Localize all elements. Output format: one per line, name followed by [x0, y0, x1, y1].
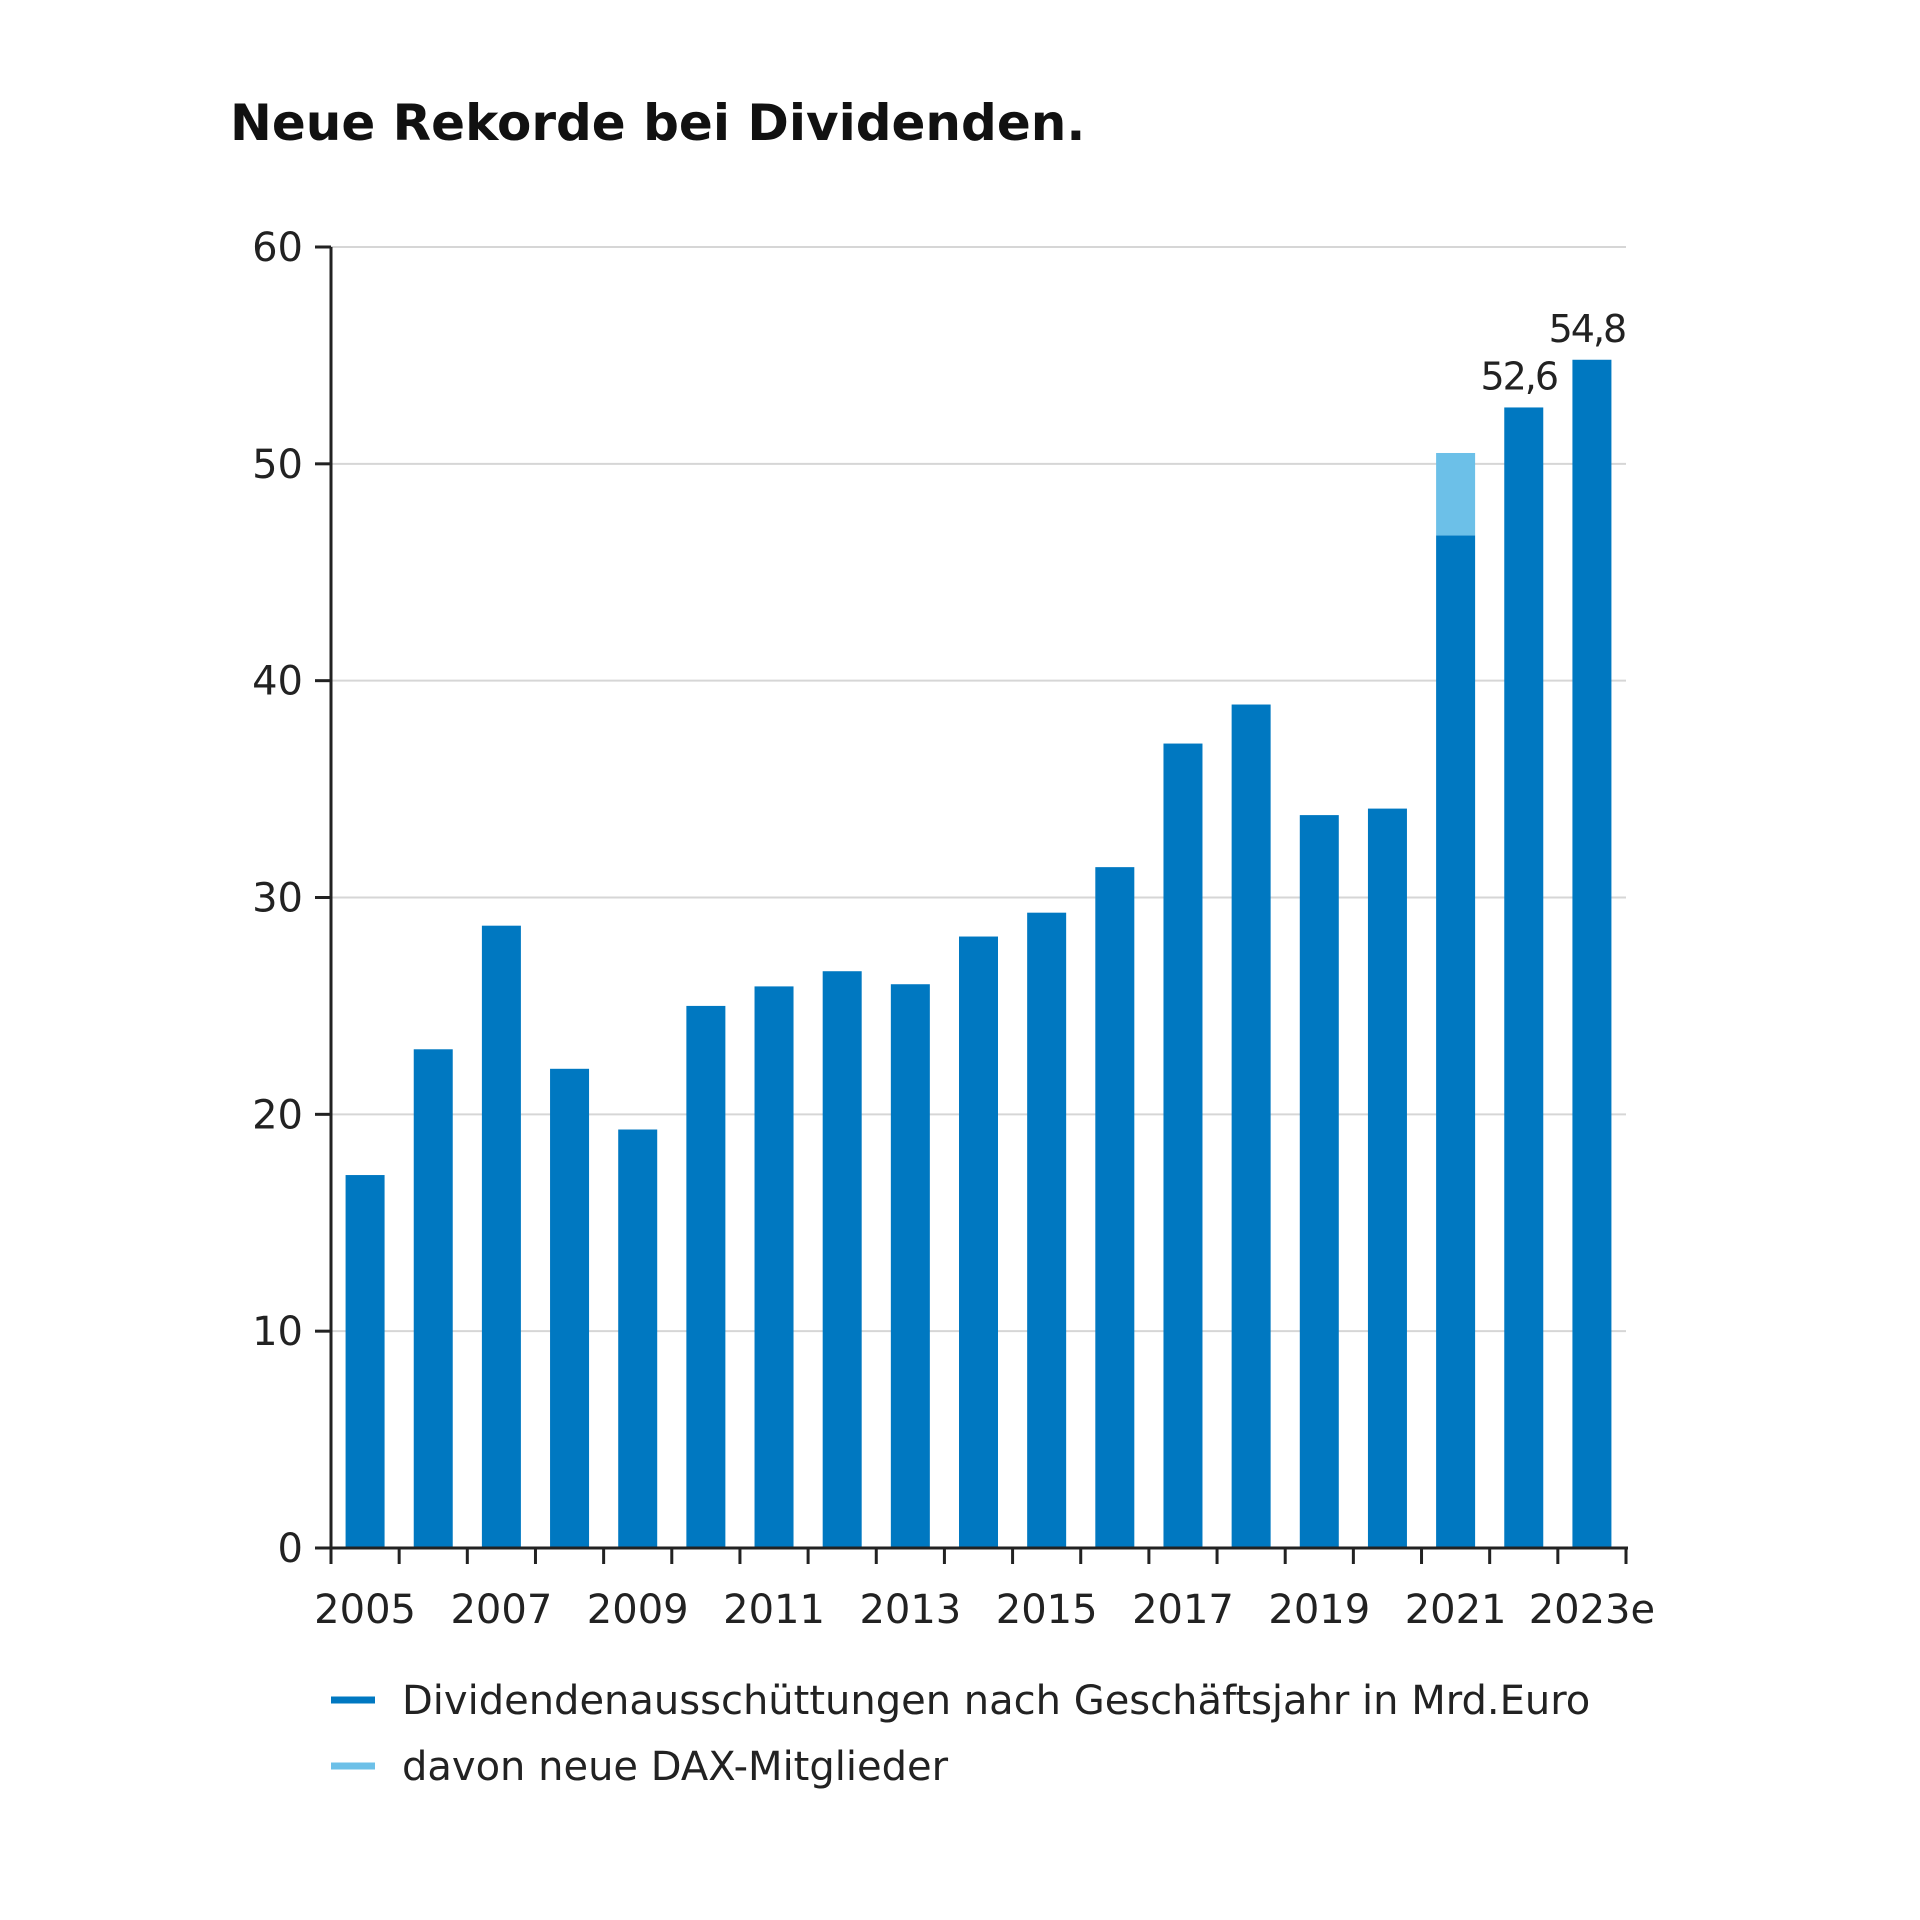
data-label-2022: 52,6 [1480, 354, 1557, 398]
chart-title: Neue Rekorde bei Dividenden. [230, 94, 1085, 152]
bar-2023e-series-0 [1572, 359, 1612, 1549]
bar-2014-series-0 [959, 936, 998, 1548]
bar-2009-series-0 [618, 1129, 658, 1548]
x-tick-label: 2023e [1529, 1587, 1655, 1633]
y-tick-label: 60 [252, 225, 303, 271]
x-tick-label: 2013 [859, 1587, 961, 1633]
bar-2008-series-0 [550, 1068, 590, 1548]
bar-2019-series-0 [1299, 815, 1339, 1548]
x-tick-label: 2007 [450, 1587, 552, 1633]
bar-2013-series-0 [890, 984, 930, 1548]
bar-2012-series-0 [822, 971, 862, 1548]
x-tick-label: 2009 [587, 1587, 689, 1633]
bar-2016-series-0 [1095, 867, 1135, 1548]
y-tick-label: 40 [252, 659, 303, 705]
y-tick-label: 50 [252, 442, 303, 488]
y-tick-label: 10 [252, 1309, 303, 1355]
bar-2010-series-0 [686, 1005, 726, 1548]
x-tick-label: 2015 [996, 1587, 1098, 1633]
x-tick-label: 2019 [1268, 1587, 1370, 1633]
x-tick-label: 2017 [1132, 1587, 1234, 1633]
bar-2021-series-0 [1436, 535, 1476, 1548]
bar-2015-series-0 [1027, 912, 1067, 1548]
bar-2022-series-0 [1504, 407, 1544, 1548]
bar-2005-series-0 [345, 1175, 385, 1548]
x-tick-label: 2011 [723, 1587, 825, 1633]
x-tick-label: 2021 [1405, 1587, 1507, 1633]
bar-2007-series-0 [481, 925, 521, 1548]
y-tick-label: 0 [278, 1526, 303, 1572]
legend-label: davon neue DAX-Mitglieder [402, 1744, 949, 1790]
legend-label: Dividendenausschüttungen nach Geschäftsj… [402, 1678, 1590, 1724]
bar-2006-series-0 [413, 1049, 453, 1548]
bar-2021-series-1 [1436, 452, 1476, 536]
y-tick-label: 20 [252, 1092, 303, 1138]
x-tick-label: 2005 [314, 1587, 416, 1633]
bar-2020-series-0 [1367, 808, 1407, 1548]
bar-2017-series-0 [1163, 743, 1203, 1548]
data-label-2023e: 54,8 [1549, 307, 1626, 351]
bar-2018-series-0 [1231, 704, 1271, 1548]
y-tick-label: 30 [252, 876, 303, 922]
bar-2011-series-0 [754, 986, 794, 1548]
